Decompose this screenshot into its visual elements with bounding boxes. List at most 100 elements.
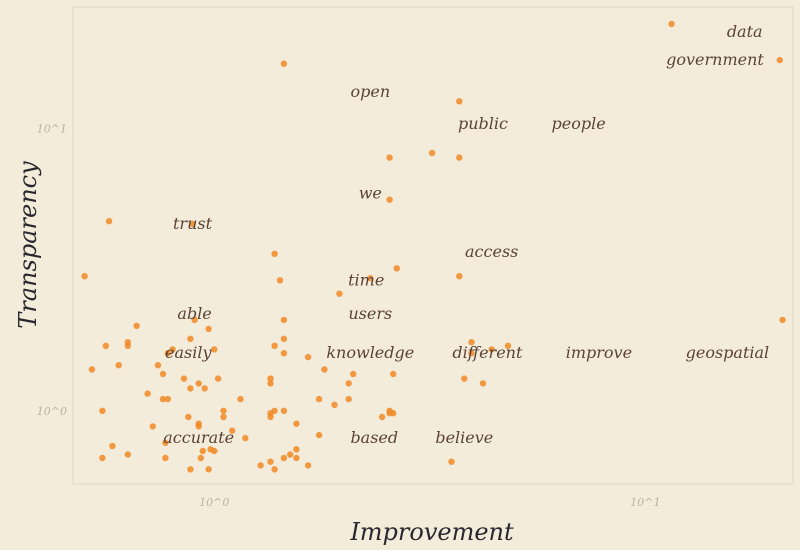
word-label: different (452, 343, 523, 362)
data-point (169, 346, 176, 353)
data-point (257, 462, 264, 469)
data-point (468, 350, 475, 357)
data-point (195, 423, 202, 430)
data-point (81, 273, 88, 280)
data-point (448, 458, 455, 465)
data-point (488, 346, 495, 353)
data-point (386, 410, 393, 417)
data-point (321, 366, 328, 373)
data-point (99, 454, 106, 462)
data-point (287, 451, 294, 458)
word-label: people (552, 114, 606, 133)
data-point (456, 98, 463, 105)
data-point (149, 423, 156, 430)
data-point (668, 20, 675, 28)
data-point (779, 316, 786, 324)
data-point (197, 454, 204, 462)
data-point (345, 380, 352, 387)
data-point (280, 60, 288, 67)
data-point (280, 407, 288, 414)
data-point (133, 322, 140, 329)
data-point (162, 454, 169, 462)
data-point (195, 380, 202, 387)
data-point (504, 342, 512, 349)
data-point (102, 342, 110, 349)
data-point (378, 413, 386, 421)
data-point (293, 454, 300, 462)
data-point (124, 342, 131, 349)
word-label: knowledge (326, 343, 414, 362)
data-point (187, 335, 194, 342)
data-point (315, 395, 323, 403)
data-point (220, 413, 227, 421)
word-label: government (666, 50, 764, 69)
word-label: data (727, 22, 763, 41)
data-point (267, 375, 274, 382)
data-point (180, 375, 188, 382)
data-point (211, 346, 218, 353)
y-tick-label: 10^0 (37, 405, 67, 418)
data-point (164, 395, 171, 403)
word-label: able (177, 304, 211, 323)
data-point (211, 447, 218, 455)
y-tick-label: 10^1 (37, 123, 67, 136)
data-point (267, 413, 274, 421)
data-point (105, 218, 113, 225)
data-point (159, 395, 167, 403)
data-point (479, 380, 487, 387)
data-point (124, 451, 131, 458)
data-point (164, 350, 171, 357)
data-point (468, 339, 475, 346)
data-point (267, 458, 274, 465)
data-point (271, 342, 278, 349)
data-point (229, 427, 236, 434)
word-label: public (458, 114, 508, 133)
data-point (345, 395, 352, 403)
x-tick-label: 10^0 (199, 496, 229, 509)
data-point (189, 220, 196, 227)
data-point (201, 385, 208, 392)
word-label: accurate (163, 428, 234, 447)
data-point (456, 273, 463, 280)
data-point (154, 362, 162, 369)
data-point (237, 395, 244, 403)
data-point (187, 385, 194, 392)
data-point (271, 466, 278, 473)
data-point (461, 375, 468, 382)
data-point (456, 154, 463, 161)
word-label: believe (435, 428, 493, 447)
data-point (159, 370, 167, 378)
word-label: improve (566, 343, 632, 362)
points-layer (81, 20, 786, 473)
data-point (293, 446, 300, 453)
data-point (304, 353, 312, 361)
x-tick-label: 10^1 (630, 496, 660, 509)
data-point (109, 442, 116, 450)
word-label: open (350, 82, 390, 101)
word-label: based (350, 428, 398, 447)
x-axis-title: Improvement (349, 518, 514, 546)
data-point (350, 370, 357, 378)
data-point (267, 380, 274, 387)
data-point (386, 196, 393, 203)
data-point (187, 466, 194, 473)
labels-layer: data government open public people we trust acc… (163, 22, 769, 447)
data-point (115, 362, 122, 369)
word-label: users (348, 304, 392, 323)
data-point (367, 275, 374, 282)
data-point (99, 407, 106, 414)
ticks-layer: 10^0 10^1 10^0 10^1 (37, 123, 661, 509)
data-point (271, 250, 278, 257)
data-point (293, 420, 300, 427)
data-point (428, 149, 436, 157)
word-label: geospatial (686, 343, 770, 362)
plot-frame (72, 6, 794, 485)
data-point (280, 350, 288, 357)
data-point (205, 466, 212, 473)
data-point (220, 407, 227, 414)
data-point (88, 366, 96, 373)
data-point (280, 454, 288, 462)
data-point (280, 316, 288, 324)
word-label: easily (165, 343, 212, 362)
